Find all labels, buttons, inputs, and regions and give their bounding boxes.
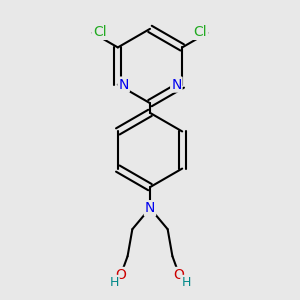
- Text: N: N: [145, 201, 155, 215]
- Text: H: H: [181, 276, 191, 289]
- Text: N: N: [118, 78, 129, 92]
- Text: Cl: Cl: [93, 25, 106, 39]
- Text: O: O: [116, 268, 127, 282]
- Text: H: H: [109, 276, 119, 289]
- Text: Cl: Cl: [194, 25, 207, 39]
- Text: N: N: [171, 78, 182, 92]
- Text: O: O: [173, 268, 184, 282]
